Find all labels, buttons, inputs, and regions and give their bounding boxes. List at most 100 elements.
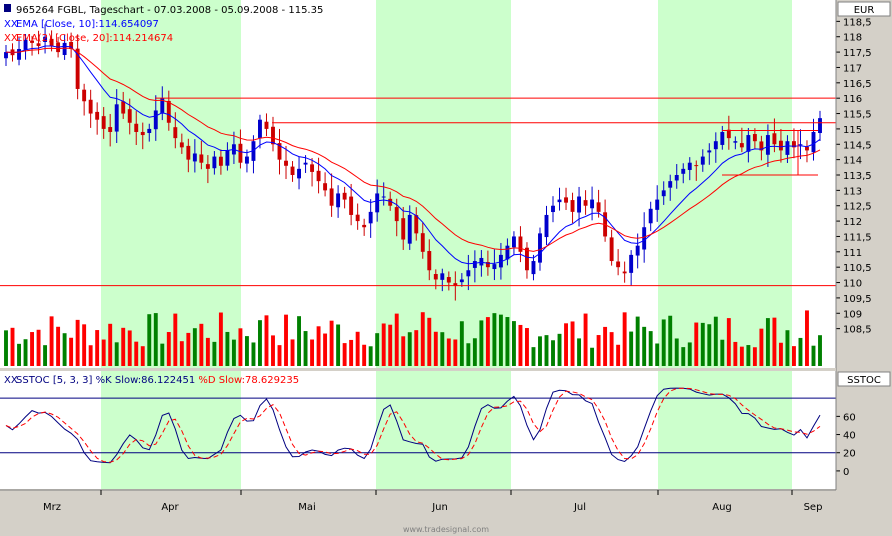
stoch-tick-label: 40 [843,431,856,442]
candle-body [401,218,406,240]
volume-bar [746,345,751,366]
candle-body [153,110,158,130]
volume-bar [108,323,113,366]
volume-bar [785,330,790,366]
volume-bar [166,332,171,366]
volume-bar [407,332,412,366]
volume-bar [655,343,660,366]
candle-body [186,145,191,160]
volume-bar [23,339,28,366]
candle-body [720,131,725,145]
volume-bar [459,321,464,366]
highlight-band-lower [658,371,792,489]
volume-bar [114,342,119,366]
volume-bar [394,313,399,366]
highlight-band [658,0,792,368]
volume-bar [244,336,249,366]
candle-body [531,261,536,275]
chart-title: 965264 FGBL, Tageschart - 07.03.2008 - 0… [16,5,323,16]
candle-body [466,270,471,277]
candle-body [655,199,660,210]
volume-bar [277,345,282,366]
x-tick-label: Aug [712,502,732,513]
y-tick-label: 109 [843,309,862,320]
candle-body [127,109,132,123]
x-tick-label: Jun [431,502,448,513]
volume-bar [772,317,777,366]
volume-bar [264,315,269,366]
y-tick-label: 118 [843,33,862,44]
watermark: www.tradesignal.com [403,525,489,534]
candle-body [173,127,178,139]
sstoc-label-prefix: XX [4,375,18,386]
candle-body [551,205,555,213]
candle-body [420,233,425,252]
volume-bar [635,316,640,366]
stoch-d-line [5,387,821,463]
volume-bar [212,341,217,366]
highlight-band-lower [101,371,241,489]
candle-body [49,38,54,46]
volume-bar [414,330,419,366]
candle-body [700,156,705,165]
candle-body [674,175,679,181]
candle-body [303,162,308,165]
volume-bar [590,347,595,366]
volume-bar [472,338,477,366]
volume-bar [700,322,705,366]
candle-body [69,41,74,50]
volume-bar [616,344,621,366]
volume-bar [147,314,152,366]
volume-bar [518,324,523,366]
candle-body [694,165,699,167]
candle-body [498,254,503,268]
candle-body [407,214,412,244]
volume-bar [577,338,582,366]
candle-body [205,164,210,169]
volume-bar [401,336,406,366]
candle-body [62,42,67,55]
candle-body [726,129,731,139]
volume-bar [648,331,653,366]
y-tick-label: 110,5 [843,263,872,274]
x-tick-label: Sep [804,502,823,513]
volume-bar [538,336,542,366]
panel-separator [0,368,836,371]
volume-bar [56,326,61,366]
volume-bar [192,328,197,366]
candle-body [622,271,627,274]
volume-bar [316,326,321,366]
candle-body [349,196,354,215]
y-tick-label: 112,5 [843,202,872,213]
volume-bar [707,324,712,366]
y-tick-label: 117 [843,63,862,74]
volume-bar [798,337,803,366]
volume-bar [531,347,536,366]
candle-body [544,214,549,238]
candle-body [485,261,490,268]
candle-body [166,100,171,123]
volume-bar [362,344,367,366]
volume-bar [258,320,262,366]
candle-body [17,49,21,60]
candle-body [271,126,275,145]
y-tick-label: 111 [843,248,862,259]
candle-body [798,144,803,146]
candle-body [290,166,295,175]
volume-bar [17,343,21,366]
volume-bar [453,339,458,366]
candle-body [616,261,621,268]
sstoc-tag: SSTOC [847,375,881,386]
volume-bar [446,338,451,366]
candle-body [759,141,764,151]
candle-body [525,247,529,271]
candle-body [472,261,477,268]
volume-bar [199,323,204,366]
candle-body [453,283,458,286]
sstoc-k-label: SSTOC [5, 3, 3] %K Slow:86.122451 [16,375,198,386]
currency-tag-box [837,1,891,17]
volume-bar [336,324,341,366]
candle-body [362,224,367,228]
candle-body [147,128,152,134]
volume-bar [713,316,718,366]
